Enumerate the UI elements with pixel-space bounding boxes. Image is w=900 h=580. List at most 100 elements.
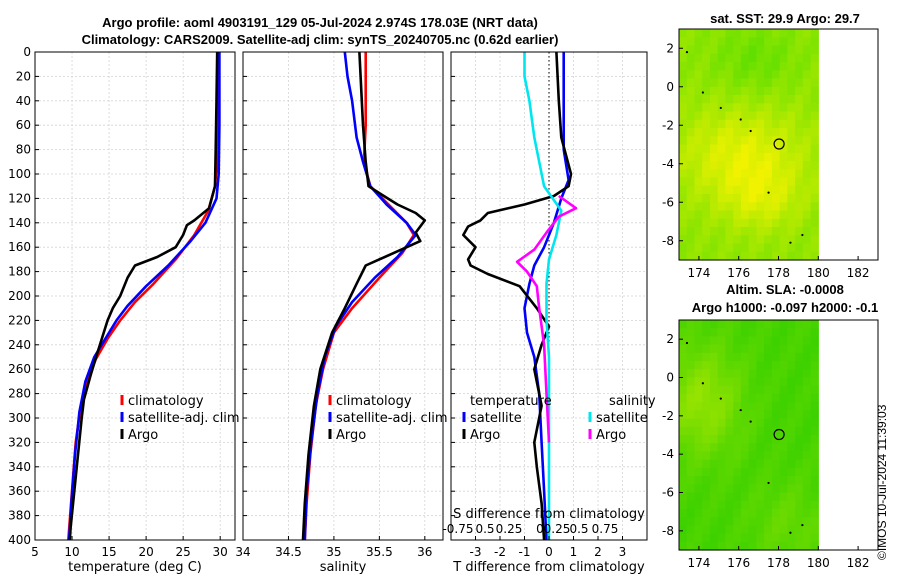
x-tick-label: 36 xyxy=(417,545,432,559)
legend-group-temperature: temperature xyxy=(470,394,552,409)
y-tick-label: 120 xyxy=(8,191,31,205)
y-tick-label: 80 xyxy=(16,143,31,157)
legend-label-argo: Argo xyxy=(336,428,366,443)
map-x-tick-label: 174 xyxy=(687,556,710,570)
x-tick-label: 2 xyxy=(594,545,602,559)
island-marker xyxy=(685,341,689,345)
s-tick-label: 0.5 xyxy=(475,522,494,536)
x-tick-label: 34.5 xyxy=(275,545,302,559)
y-tick-label: 260 xyxy=(8,362,31,376)
x-tick-label: 3 xyxy=(619,545,627,559)
x-tick-label: 20 xyxy=(138,545,153,559)
x-tick-label: 35 xyxy=(326,545,341,559)
map-x-tick-label: 180 xyxy=(807,266,830,280)
y-tick-label: 20 xyxy=(16,69,31,83)
map-y-tick-label: -6 xyxy=(662,486,674,500)
legend-label-argo: Argo xyxy=(128,428,158,443)
y-tick-label: 160 xyxy=(8,240,31,254)
island-marker xyxy=(719,397,722,400)
x-axis-label: T difference from climatology xyxy=(452,560,645,575)
s-tick-label: 0.75 xyxy=(592,522,619,536)
map-x-tick-label: 178 xyxy=(767,556,790,570)
y-tick-label: 60 xyxy=(16,118,31,132)
island-marker xyxy=(739,118,742,121)
island-marker xyxy=(767,481,770,485)
map-x-tick-label: 176 xyxy=(727,556,750,570)
y-tick-label: 240 xyxy=(8,338,31,352)
island-marker xyxy=(767,191,770,194)
y-tick-label: 180 xyxy=(8,265,31,279)
y-tick-label: 380 xyxy=(8,509,31,523)
island-marker xyxy=(801,523,804,527)
island-marker xyxy=(701,382,704,385)
map-y-tick-label: 2 xyxy=(666,41,674,55)
island-marker xyxy=(789,241,792,244)
y-tick-label: 400 xyxy=(8,533,31,547)
series-temperature-argo xyxy=(461,51,573,541)
map-x-tick-label: 174 xyxy=(687,266,710,280)
map-y-tick-label: -8 xyxy=(662,524,674,538)
island-marker xyxy=(749,129,752,133)
island-marker xyxy=(739,408,742,412)
legend-label-satellite-adj-clim: satellite-adj. clim xyxy=(128,411,240,426)
legend-label-climatology: climatology xyxy=(128,394,204,409)
x-axis-label: salinity xyxy=(320,560,367,575)
y-tick-label: 0 xyxy=(23,45,31,59)
legend-label-satellite: satellite xyxy=(596,411,648,426)
s-tick-label: 0.25 xyxy=(496,522,523,536)
map-y-tick-label: -4 xyxy=(662,447,674,461)
sla-map-field xyxy=(679,320,819,551)
x-tick-label: 5 xyxy=(31,545,39,559)
series-argo xyxy=(301,51,427,541)
map-y-tick-label: 2 xyxy=(666,332,674,346)
legend-label-climatology: climatology xyxy=(336,394,412,409)
y-tick-label: 300 xyxy=(8,411,31,425)
x-tick-label: 10 xyxy=(64,545,79,559)
sst-map-field xyxy=(679,29,819,261)
legend-label-satellite-adj-clim: satellite-adj. clim xyxy=(336,411,448,426)
y-tick-label: 340 xyxy=(8,460,31,474)
sst-map-argo-marker xyxy=(773,138,785,150)
series-satellite-adj-clim xyxy=(67,52,221,541)
map-x-tick-label: 182 xyxy=(847,266,870,280)
map-x-tick-label: 176 xyxy=(727,266,750,280)
x-tick-label: -3 xyxy=(470,545,482,559)
y-tick-label: 220 xyxy=(8,313,31,327)
series-salinity-argo xyxy=(515,194,578,443)
x-tick-label: 34 xyxy=(235,545,250,559)
map-y-tick-label: 0 xyxy=(666,80,674,94)
x-tick-label: 30 xyxy=(213,545,228,559)
island-marker xyxy=(801,233,804,237)
x-tick-label: 35.5 xyxy=(366,545,393,559)
x-tick-label: 15 xyxy=(101,545,116,559)
y-tick-label: 200 xyxy=(8,289,31,303)
map-x-tick-label: 180 xyxy=(807,556,830,570)
map-y-tick-label: -8 xyxy=(662,234,674,248)
y-tick-label: 280 xyxy=(8,387,31,401)
series-argo xyxy=(68,51,219,541)
sla-map-title-line2: Argo h1000: -0.097 h2000: -0.1 xyxy=(691,300,879,315)
y-tick-label: 140 xyxy=(8,216,31,230)
s-tick-label: -0.75 xyxy=(442,522,473,536)
sla-map-argo-marker xyxy=(773,428,785,441)
map-y-tick-label: -6 xyxy=(662,195,674,209)
y-tick-label: 100 xyxy=(8,167,31,181)
copyright-credit: ©IMOS 10-Jul-2024 11:39:03 xyxy=(875,404,889,560)
figure-title-line2: Climatology: CARS2009. Satellite-adj cli… xyxy=(81,32,559,47)
x-axis-label: temperature (deg C) xyxy=(68,560,202,575)
island-marker xyxy=(685,51,689,54)
x-tick-label: 0 xyxy=(545,545,553,559)
legend-label-argo: Argo xyxy=(596,428,626,443)
s-tick-label: 0.5 xyxy=(569,522,588,536)
x-tick-label: -1 xyxy=(519,545,531,559)
map-y-tick-label: -2 xyxy=(662,409,674,423)
map-y-tick-label: 0 xyxy=(666,371,674,385)
sla-map-title-line1: Altim. SLA: -0.0008 xyxy=(726,282,844,297)
s-tick-label: 0 xyxy=(536,522,544,536)
y-tick-label: 320 xyxy=(8,435,31,449)
top-axis-label: S difference from climatology xyxy=(453,507,645,522)
map-y-tick-label: -2 xyxy=(662,118,674,132)
sst-map-title: sat. SST: 29.9 Argo: 29.7 xyxy=(710,11,860,26)
map-y-tick-label: -4 xyxy=(662,157,674,171)
